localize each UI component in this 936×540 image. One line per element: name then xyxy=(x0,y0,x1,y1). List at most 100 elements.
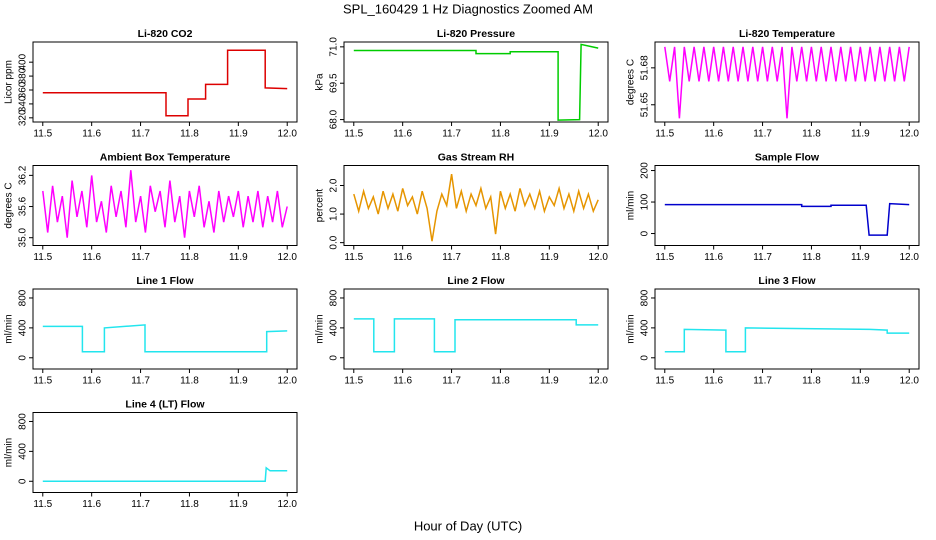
y-tick-label: 0 xyxy=(640,230,651,236)
plot-frame xyxy=(32,41,298,123)
x-tick-label: 11.8 xyxy=(802,252,821,263)
x-tick-label: 11.6 xyxy=(82,129,101,140)
x-tick-label: 11.7 xyxy=(753,129,772,140)
x-tick-label: 11.7 xyxy=(442,252,461,263)
x-tick-label: 11.5 xyxy=(655,129,674,140)
plot-area xyxy=(353,43,599,121)
data-line xyxy=(353,173,599,242)
panel: Ambient Box Temperature degrees C 11.5 11.6… xyxy=(4,151,298,263)
plot-area xyxy=(42,324,288,353)
x-tick-label: 11.5 xyxy=(33,376,52,387)
x-tick-label: 12.0 xyxy=(277,376,297,387)
y-tick-label: 380 xyxy=(18,67,29,84)
x-tick-label: 12.0 xyxy=(277,252,297,263)
panel: Li-820 Pressure kPa 11.5 11.6 11.7 11.8 11.9 12… xyxy=(315,28,609,140)
plot-area xyxy=(353,318,599,353)
y-tick-label: 800 xyxy=(18,413,29,430)
x-tick-label: 11.6 xyxy=(82,376,101,387)
y-tick-label: 51.65 xyxy=(640,92,651,117)
x-tick-label: 11.8 xyxy=(802,129,821,140)
panel-title: Ambient Box Temperature xyxy=(100,151,231,163)
panel-title: Li-820 Temperature xyxy=(739,28,835,40)
x-tick-label: 11.5 xyxy=(33,499,52,510)
panel: Line 2 Flow ml/min 11.5 11.6 11.7 11.8 11.9 12.… xyxy=(315,275,609,387)
data-line xyxy=(353,43,599,121)
y-tick-label: 800 xyxy=(640,289,651,306)
x-tick-label: 11.6 xyxy=(393,129,412,140)
x-tick-label: 12.0 xyxy=(899,376,919,387)
x-tick-label: 11.9 xyxy=(540,129,559,140)
x-tick-label: 11.9 xyxy=(851,252,870,263)
y-tick-label: 36.2 xyxy=(18,165,29,185)
x-tick-label: 12.0 xyxy=(899,252,919,263)
y-tick-label: 71.0 xyxy=(329,37,340,57)
x-tick-label: 11.8 xyxy=(180,499,199,510)
x-tick-label: 11.7 xyxy=(131,376,150,387)
x-tick-label: 11.5 xyxy=(655,376,674,387)
panel-title: Li-820 Pressure xyxy=(437,28,515,40)
x-tick-label: 11.8 xyxy=(180,376,199,387)
y-tick-label: 400 xyxy=(640,319,651,336)
y-axis-title: percent xyxy=(315,189,326,223)
data-line xyxy=(42,466,288,483)
y-tick-label: 400 xyxy=(18,53,29,70)
panel-title: Line 3 Flow xyxy=(758,275,816,287)
y-tick-label: 0 xyxy=(18,355,29,361)
data-line xyxy=(353,318,599,353)
panel-title: Sample Flow xyxy=(755,151,820,163)
y-tick-label: 51.68 xyxy=(640,55,651,80)
x-tick-label: 11.9 xyxy=(229,499,248,510)
x-tick-label: 12.0 xyxy=(277,499,297,510)
y-axis-title: ml/min xyxy=(626,314,637,343)
plot-area xyxy=(42,49,288,117)
plot-frame xyxy=(32,288,298,370)
y-axis-title: ml/min xyxy=(4,438,15,467)
x-tick-label: 11.8 xyxy=(180,129,199,140)
x-tick-label: 12.0 xyxy=(277,129,297,140)
y-tick-label: 800 xyxy=(329,289,340,306)
y-tick-label: 69.5 xyxy=(329,73,340,93)
y-axis-title: ml/min xyxy=(626,191,637,220)
data-line xyxy=(42,49,288,117)
data-line xyxy=(42,324,288,353)
x-tick-label: 11.9 xyxy=(540,376,559,387)
panel: Line 4 (LT) Flow ml/min 11.5 11.6 11.7 11.8 11… xyxy=(4,398,298,510)
y-axis-title: kPa xyxy=(315,73,326,91)
plot-area xyxy=(664,46,910,119)
x-tick-label: 11.8 xyxy=(491,129,510,140)
y-tick-label: 0 xyxy=(18,478,29,484)
y-tick-label: 800 xyxy=(18,289,29,306)
data-line xyxy=(42,170,288,238)
plot-frame xyxy=(654,165,920,246)
x-tick-label: 11.8 xyxy=(491,252,510,263)
x-tick-label: 11.6 xyxy=(393,376,412,387)
x-tick-label: 11.5 xyxy=(344,376,363,387)
plot-frame xyxy=(32,165,298,246)
x-tick-label: 12.0 xyxy=(588,129,608,140)
panel: Li-820 Temperature degrees C 11.5 11.6 11.7 1… xyxy=(626,28,920,140)
panel: Li-820 CO2 Licor ppm 11.5 11.6 11.7 11.8 11.9 1… xyxy=(4,28,298,140)
x-tick-label: 11.6 xyxy=(704,252,723,263)
y-tick-label: 320 xyxy=(18,109,29,126)
panel: Line 1 Flow ml/min 11.5 11.6 11.7 11.8 11.9 12.… xyxy=(4,275,298,387)
y-axis-title: degrees C xyxy=(4,182,15,228)
plot-frame xyxy=(343,288,609,370)
x-tick-label: 11.5 xyxy=(655,252,674,263)
panel: Line 3 Flow ml/min 11.5 11.6 11.7 11.8 11.9 12.… xyxy=(626,275,920,387)
x-tick-label: 11.7 xyxy=(131,252,150,263)
y-tick-label: 2.0 xyxy=(329,178,340,192)
x-tick-label: 12.0 xyxy=(588,376,608,387)
data-line xyxy=(664,46,910,119)
plot-frame xyxy=(32,412,298,493)
x-tick-label: 11.7 xyxy=(753,376,772,387)
x-tick-label: 11.8 xyxy=(491,376,510,387)
y-tick-label: 35.6 xyxy=(18,196,29,216)
plot-area xyxy=(42,170,288,238)
y-axis-title: Licor ppm xyxy=(4,60,15,104)
x-tick-label: 11.6 xyxy=(704,376,723,387)
y-tick-label: 0 xyxy=(640,355,651,361)
panel-title: Line 2 Flow xyxy=(447,275,505,287)
x-tick-label: 12.0 xyxy=(899,129,919,140)
y-axis-title: degrees C xyxy=(626,59,637,105)
